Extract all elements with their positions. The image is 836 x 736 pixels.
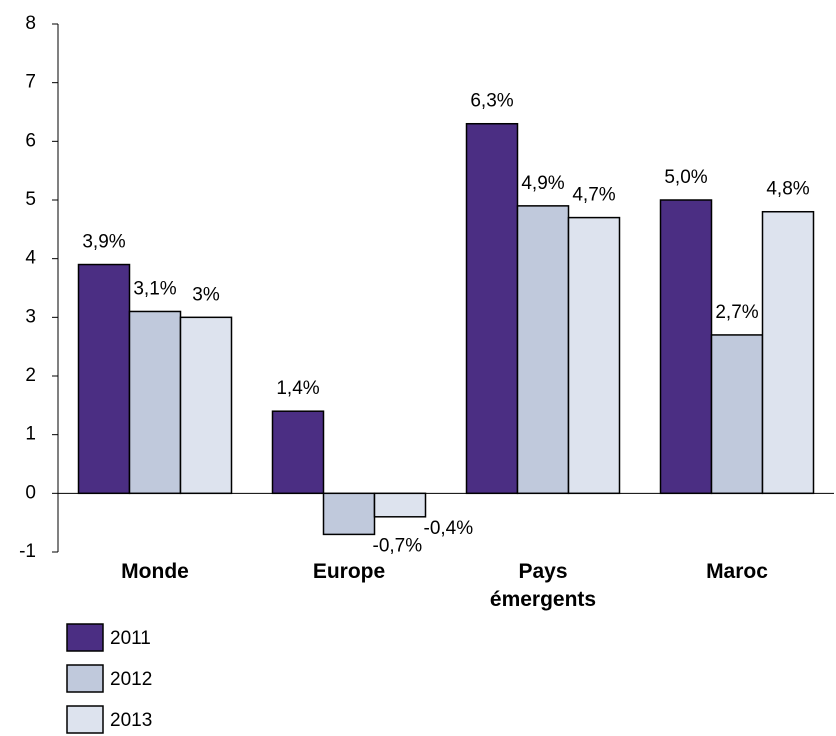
- legend-swatch: [66, 664, 104, 693]
- legend-label: 2013: [110, 710, 152, 731]
- y-tick-label: 2: [25, 365, 36, 386]
- legend-label: 2012: [110, 669, 152, 690]
- data-label: 6,3%: [470, 91, 513, 112]
- y-tick-label: 3: [25, 306, 36, 327]
- bar: [761, 210, 815, 495]
- bar: [322, 492, 376, 536]
- bar: [567, 216, 621, 495]
- bar: [465, 122, 519, 495]
- data-label: -0,4%: [424, 518, 474, 539]
- bar: [516, 205, 570, 495]
- legend-swatch: [66, 623, 104, 652]
- data-label: 4,8%: [766, 179, 809, 200]
- legend-label: 2011: [110, 628, 151, 649]
- data-label: 2,7%: [715, 302, 758, 323]
- bar: [710, 334, 764, 495]
- bar: [179, 316, 233, 495]
- y-tick-label: 0: [25, 482, 36, 503]
- data-label: 4,9%: [521, 173, 564, 194]
- x-tick-label: Europe: [312, 560, 386, 583]
- data-label: -0,7%: [373, 535, 423, 556]
- data-label: 3,1%: [133, 278, 176, 299]
- y-tick-label: 5: [25, 189, 36, 210]
- data-label: 4,7%: [572, 185, 615, 206]
- y-tick-label: 6: [25, 130, 36, 151]
- data-label: 1,4%: [276, 378, 319, 399]
- x-tick-label: Pays émergents: [489, 560, 597, 611]
- data-label: 3,9%: [82, 232, 125, 253]
- bar: [271, 410, 325, 495]
- y-tick-label: 7: [25, 72, 36, 93]
- bar: [128, 310, 182, 495]
- bar: [77, 263, 131, 495]
- data-label: 3%: [192, 284, 220, 305]
- x-tick-label: Maroc: [706, 560, 768, 583]
- data-label: 5,0%: [664, 167, 707, 188]
- y-tick-label: 8: [25, 13, 36, 34]
- bar: [659, 199, 713, 495]
- legend-swatch: [66, 705, 104, 734]
- bar: [373, 492, 427, 518]
- y-tick-label: 1: [25, 424, 36, 445]
- y-tick-label: 4: [25, 248, 36, 269]
- y-tick-label: -1: [19, 541, 36, 562]
- x-tick-label: Monde: [121, 560, 189, 583]
